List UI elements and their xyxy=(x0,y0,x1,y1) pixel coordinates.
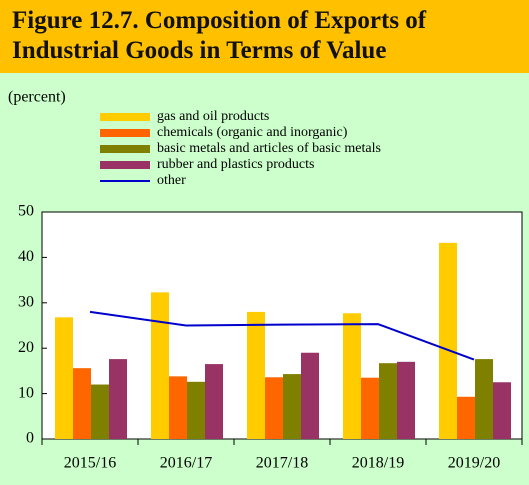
line xyxy=(89,310,475,361)
bar xyxy=(205,364,223,439)
bar xyxy=(457,396,475,439)
bar xyxy=(265,377,283,439)
x-tick-label: 2015/16 xyxy=(64,455,116,472)
bar xyxy=(169,376,187,439)
bar xyxy=(343,313,361,439)
x-tick-label: 2017/18 xyxy=(256,455,308,472)
bar xyxy=(379,363,397,439)
y-tick-label: 40 xyxy=(18,248,34,265)
y-tick-label: 0 xyxy=(26,430,34,447)
title-bar: Figure 12.7. Composition of Exports of I… xyxy=(0,0,529,73)
bar xyxy=(73,368,91,439)
legend-label: other xyxy=(157,173,186,188)
bar xyxy=(151,292,169,439)
bar xyxy=(397,361,415,439)
chart-title: Figure 12.7. Composition of Exports of I… xyxy=(12,7,427,64)
bar xyxy=(493,382,511,439)
x-tick-label: 2016/17 xyxy=(160,455,212,472)
legend-swatch xyxy=(100,161,150,169)
legend-swatch xyxy=(100,129,150,137)
y-tick-label: 20 xyxy=(18,339,34,356)
y-tick-label: 30 xyxy=(18,293,34,310)
y-tick-label: 10 xyxy=(18,384,34,401)
bar xyxy=(475,359,493,439)
x-tick-label: 2019/20 xyxy=(448,455,500,472)
legend-swatch xyxy=(100,113,150,121)
legend-label: rubber and plastics products xyxy=(157,157,314,172)
bar xyxy=(301,352,319,439)
bar xyxy=(283,374,301,439)
legend-label: basic metals and articles of basic metal… xyxy=(157,141,381,156)
bar xyxy=(109,359,127,439)
bar xyxy=(361,377,379,439)
bar xyxy=(187,381,205,439)
legend-label: chemicals (organic and inorganic) xyxy=(157,125,348,140)
bar xyxy=(247,311,265,439)
x-tick-label: 2018/19 xyxy=(352,455,404,472)
bar xyxy=(91,384,109,439)
y-tick-label: 50 xyxy=(18,203,34,220)
legend-label: gas and oil products xyxy=(157,109,269,124)
bar xyxy=(439,242,457,439)
legend-swatch xyxy=(100,145,150,153)
y-axis-label: (percent) xyxy=(8,89,66,106)
bar xyxy=(55,317,73,439)
